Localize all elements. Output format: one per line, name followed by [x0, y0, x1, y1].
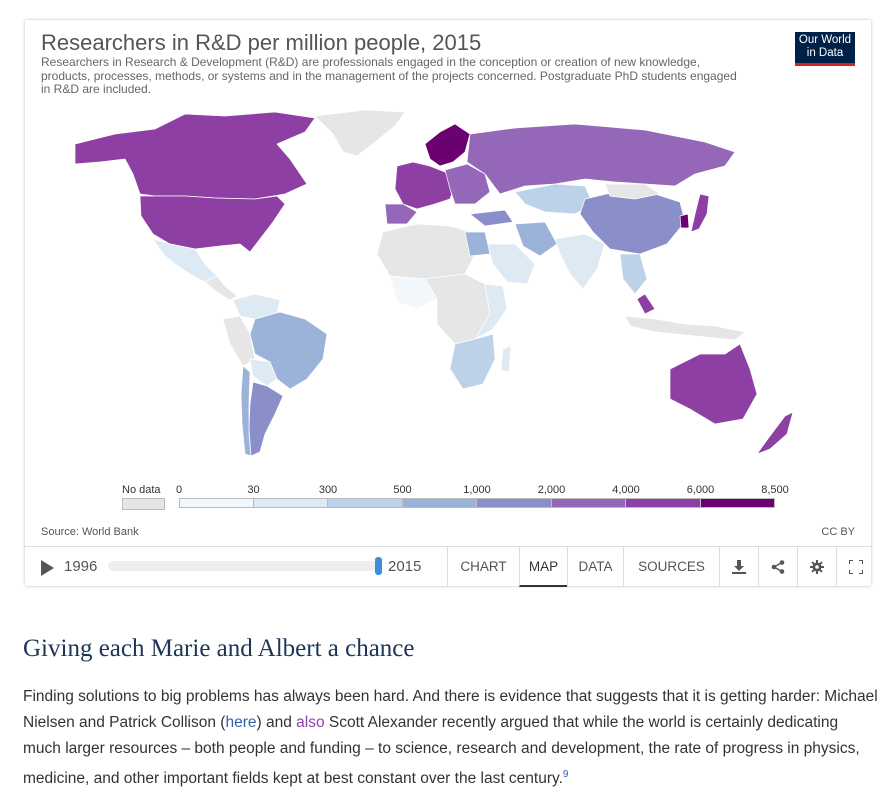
- map-region-central-america[interactable]: [204, 275, 238, 301]
- map-region-madagascar[interactable]: [500, 345, 512, 373]
- chart-card: Researchers in R&D per million people, 2…: [25, 20, 871, 587]
- map-region-argentina[interactable]: [248, 381, 284, 457]
- fullscreen-icon: [849, 560, 863, 574]
- legend-color-bin[interactable]: [402, 498, 477, 508]
- tab-chart[interactable]: CHART: [447, 547, 519, 587]
- map-region-scandinavia[interactable]: [424, 123, 471, 167]
- tab-map[interactable]: MAP: [519, 547, 567, 587]
- timeline-slider[interactable]: [108, 561, 378, 571]
- legend-color-bin[interactable]: [328, 498, 403, 508]
- map-region-chile[interactable]: [240, 365, 252, 457]
- paragraph-text-1: Finding solutions to big problems has al…: [23, 688, 878, 731]
- legend-color-bin[interactable]: [477, 498, 552, 508]
- map-region-indonesia[interactable]: [624, 315, 746, 341]
- tab-data[interactable]: DATA: [567, 547, 623, 587]
- map-region-japan[interactable]: [690, 193, 710, 233]
- legend-no-data-swatch: [122, 498, 165, 510]
- footnote-ref[interactable]: 9: [562, 769, 569, 780]
- settings-button[interactable]: [797, 547, 836, 587]
- tab-sources[interactable]: SOURCES: [623, 547, 719, 587]
- legend-color-bin[interactable]: [179, 498, 254, 508]
- legend-tick-label: 1,000: [463, 484, 491, 496]
- map-region-east-africa[interactable]: [474, 283, 508, 340]
- map-region-bolivia-paraguay[interactable]: [249, 358, 278, 387]
- legend-tick-label: 300: [318, 484, 338, 496]
- map-region-iberia[interactable]: [384, 203, 418, 225]
- share-button[interactable]: [758, 547, 797, 587]
- map-region-iran[interactable]: [514, 221, 558, 257]
- map-region-arabia[interactable]: [486, 243, 536, 285]
- timeline-start-year: 1996: [64, 558, 98, 575]
- settings-icon: [810, 560, 824, 574]
- paragraph-text-3: Scott Alexander recently argued that whi…: [23, 714, 860, 788]
- chart-title: Researchers in R&D per million people, 2…: [41, 30, 482, 55]
- map-region-new-zealand[interactable]: [756, 411, 794, 455]
- legend-color-bin[interactable]: [626, 498, 701, 508]
- fullscreen-button[interactable]: [836, 547, 871, 587]
- legend-tick-label: 8,500: [761, 484, 789, 496]
- legend-color-bin[interactable]: [700, 498, 775, 508]
- timeline-handle[interactable]: [375, 557, 382, 575]
- download-button[interactable]: [719, 547, 758, 587]
- map-region-peru-ecuador[interactable]: [222, 315, 256, 367]
- map-region-greenland[interactable]: [314, 109, 406, 157]
- map-region-eastern-europe[interactable]: [444, 163, 491, 205]
- map-region-india[interactable]: [554, 233, 606, 290]
- map-region-indochina[interactable]: [619, 253, 648, 295]
- map-region-southern-africa[interactable]: [449, 333, 496, 390]
- map-region-egypt[interactable]: [464, 231, 491, 257]
- chart-subtitle: Researchers in Research & Development (R…: [41, 55, 737, 96]
- legend-tick-label: 6,000: [686, 484, 715, 496]
- chart-controls: 1996 2015 CHART MAP DATA SOURCES: [25, 546, 871, 587]
- legend-color-bin[interactable]: [551, 498, 626, 508]
- legend-tick-label: 0: [175, 484, 183, 496]
- logo-line1: Our World: [798, 34, 852, 46]
- map-region-australia[interactable]: [669, 343, 758, 425]
- timeline-end-year: 2015: [388, 558, 422, 575]
- map-region-mongolia[interactable]: [604, 183, 661, 200]
- map-region-north-africa[interactable]: [376, 223, 476, 280]
- download-icon: [732, 560, 746, 574]
- chart-license[interactable]: CC BY: [821, 526, 855, 538]
- map-region-brazil[interactable]: [249, 311, 328, 390]
- link-also[interactable]: also: [296, 714, 325, 731]
- legend-tick-label: 4,000: [612, 484, 640, 496]
- legend-tick-label: 30: [247, 484, 260, 496]
- legend-no-data-label: No data: [122, 484, 161, 496]
- map-region-western-europe[interactable]: [394, 161, 456, 210]
- map-region-usa[interactable]: [139, 195, 286, 253]
- chart-source[interactable]: Source: World Bank: [41, 526, 139, 538]
- world-map[interactable]: [45, 104, 845, 464]
- map-region-russia[interactable]: [466, 123, 736, 195]
- share-icon: [771, 560, 785, 574]
- map-region-canada[interactable]: [74, 111, 316, 200]
- link-here[interactable]: here: [225, 714, 257, 731]
- map-region-west-africa[interactable]: [389, 275, 438, 310]
- legend-color-bin[interactable]: [253, 498, 328, 508]
- map-region-malaysia[interactable]: [636, 293, 656, 315]
- paragraph-text-2: ) and: [256, 714, 297, 731]
- map-region-south-korea[interactable]: [679, 213, 690, 229]
- play-icon[interactable]: [41, 560, 54, 576]
- legend-tick-label: 500: [393, 484, 412, 496]
- map-region-turkey[interactable]: [469, 209, 514, 227]
- owid-logo[interactable]: Our World in Data: [795, 32, 855, 66]
- article-heading: Giving each Marie and Albert a chance: [23, 635, 415, 662]
- article-paragraph: Finding solutions to big problems has al…: [23, 684, 878, 792]
- legend-tick-label: 2,000: [537, 484, 566, 496]
- logo-line2: in Data: [806, 46, 844, 59]
